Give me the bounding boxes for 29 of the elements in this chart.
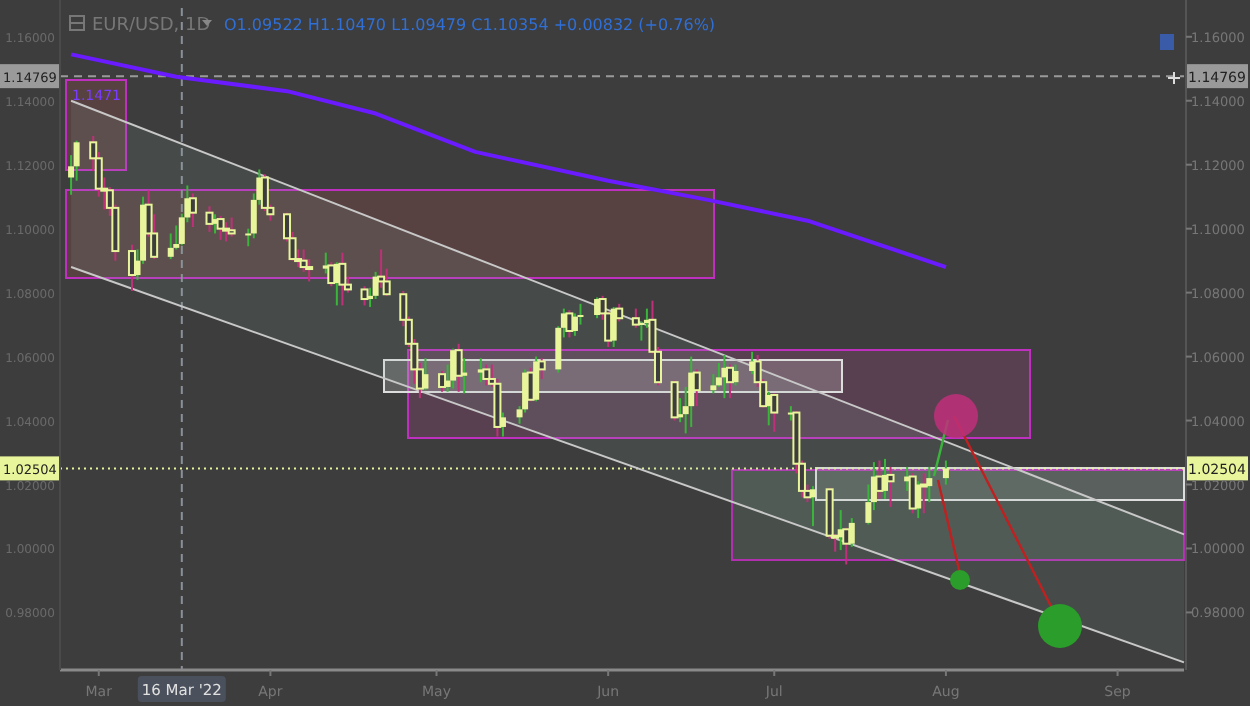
- candlestick: [915, 480, 922, 520]
- candlestick: [810, 485, 817, 528]
- candlestick: [260, 173, 269, 213]
- candlestick: [227, 216, 236, 238]
- candlestick: [127, 243, 136, 293]
- candlestick: [571, 312, 578, 337]
- candlestick: [670, 379, 679, 422]
- candlestick: [454, 342, 463, 393]
- candlestick: [222, 221, 231, 243]
- candlestick: [610, 306, 617, 348]
- candlestick: [631, 307, 640, 329]
- candlestick: [732, 363, 739, 387]
- candlestick: [848, 517, 855, 548]
- candlestick: [533, 355, 540, 403]
- candlestick: [438, 369, 447, 393]
- line-series: [69, 52, 948, 270]
- candlestick: [688, 355, 695, 428]
- candlestick: [725, 363, 734, 400]
- candlestick: [461, 357, 468, 395]
- candlestick: [205, 205, 214, 233]
- candlestick: [372, 270, 379, 301]
- candlestick: [216, 214, 225, 241]
- candlestick: [565, 309, 574, 339]
- text: O1.09522 H1.10470 L1.09479 C1.10354 +0.00832 (+0.76%): [224, 16, 716, 34]
- candlestick: [188, 192, 197, 229]
- candlestick: [692, 368, 701, 408]
- candlestick: [422, 357, 429, 392]
- candlestick: [167, 232, 174, 261]
- candlestick: [360, 285, 369, 307]
